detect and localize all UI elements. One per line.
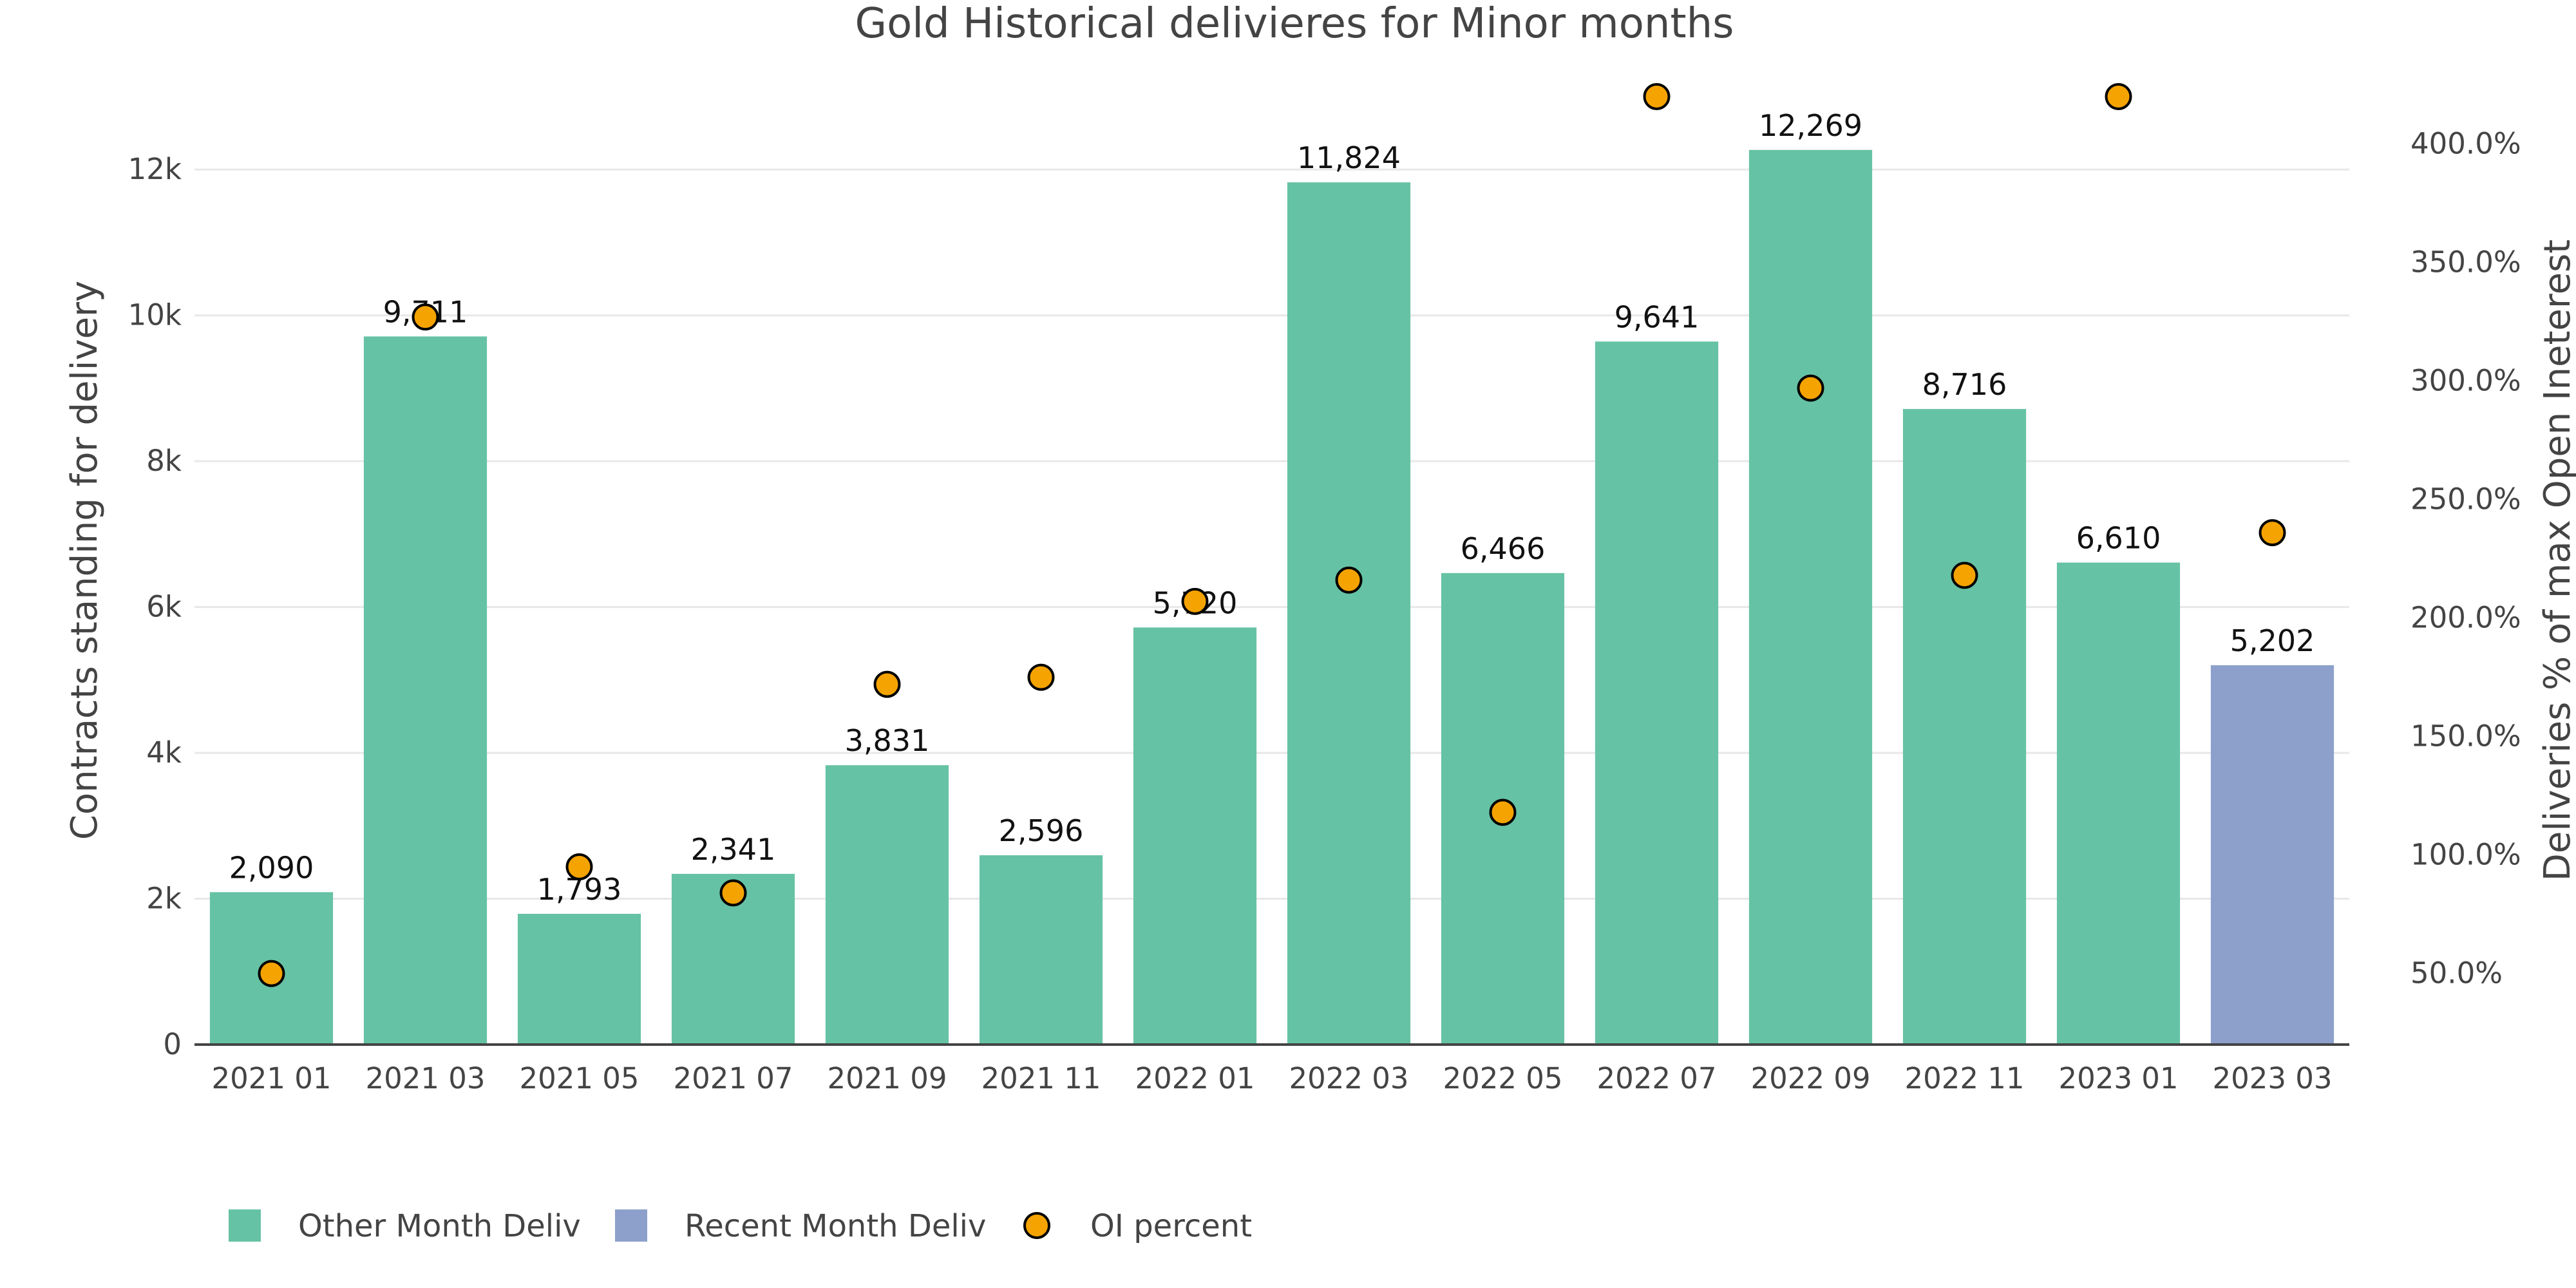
oi-percent-point [1951,562,1978,589]
x-tick-label: 2022 05 [1443,1061,1562,1095]
bar-other-month [2056,562,2181,1045]
y-tick-label: 12k [128,152,182,186]
x-tick-label: 2021 01 [211,1061,331,1095]
bar-value-label: 6,466 [1461,531,1546,566]
oi-percent-point [1027,663,1055,691]
bar-value-label: 2,090 [229,850,314,885]
y2-tick-label: 300.0% [2410,364,2521,398]
y2-tick-label: 50.0% [2410,956,2503,990]
oi-percent-points [258,83,2286,987]
x-tick-label: 2022 09 [1750,1061,1870,1095]
oi-percent-point [1489,799,1517,826]
legend-label: Other Month Deliv [298,1208,581,1244]
legend-swatch [615,1209,647,1242]
bar-value-label: 2,341 [691,832,776,867]
bar-other-month [1287,182,1411,1045]
bar-value-label: 8,716 [1922,367,2007,402]
bar-other-month [825,765,949,1045]
legend-marker-oi [1023,1212,1050,1239]
y-tick-label: 6k [146,590,182,624]
y-tick-label: 0 [163,1027,182,1061]
x-tick-label: 2021 09 [827,1061,947,1095]
legend-label: OI percent [1090,1208,1252,1244]
x-axis-ticks: 2021 01 2021 03 2021 05 2021 07 2021 09 2021 … [211,1061,2332,1095]
bar-other-month [1595,341,1719,1045]
bar-other-month [1748,149,1873,1045]
grid-lines [194,168,2349,900]
legend-label: Recent Month Deliv [685,1208,986,1244]
x-tick-label: 2021 05 [519,1061,639,1095]
x-tick-label: 2021 07 [673,1061,793,1095]
oi-percent-point [258,960,285,987]
oi-percent-point [873,670,901,698]
bar-value-label: 12,269 [1759,108,1862,143]
y2-tick-label: 350.0% [2410,245,2521,279]
y2-tick-label: 400.0% [2410,127,2521,161]
oi-percent-point [1643,83,1671,110]
bar-value-label: 9,641 [1615,299,1700,334]
bar-value-label: 6,610 [2076,521,2161,556]
y2-tick-label: 100.0% [2410,838,2521,872]
bar-other-month [517,913,641,1045]
y2-axis-ticks: 50.0% 100.0% 150.0% 200.0% 250.0% 300.0% 350.0… [2410,127,2521,990]
oi-percent-point [719,879,747,907]
y-tick-label: 4k [146,735,182,770]
bars [209,149,2334,1045]
x-tick-label: 2023 03 [2212,1061,2332,1095]
y2-tick-label: 200.0% [2410,601,2521,635]
x-tick-label: 2021 11 [981,1061,1101,1095]
oi-percent-point [2105,83,2132,110]
y-tick-label: 8k [146,444,182,478]
x-tick-label: 2023 01 [2058,1061,2178,1095]
y-axis-ticks: 0 2k 4k 6k 8k 10k 12k [128,152,182,1061]
bar-value-label: 3,831 [845,723,930,758]
legend-swatch [229,1209,261,1242]
x-tick-label: 2022 01 [1135,1061,1255,1095]
x-tick-label: 2022 11 [1904,1061,2024,1095]
bar-other-month [979,855,1103,1045]
bar-other-month [363,336,488,1045]
y2-tick-label: 150.0% [2410,719,2521,753]
bar-value-labels: 2,0909,7111,7932,3413,8312,5965,72011,82… [229,108,2315,907]
y2-tick-label: 250.0% [2410,482,2521,516]
bar-recent-month [2210,665,2334,1045]
oi-percent-point [412,303,439,331]
oi-percent-point [1181,587,1209,615]
bar-other-month [1902,409,2027,1045]
y2-axis-title: Deliveries % of max Open Ineterest [2537,240,2576,882]
bar-value-label: 11,824 [1297,140,1401,175]
x-tick-label: 2022 07 [1596,1061,1716,1095]
bar-other-month [1133,627,1257,1045]
oi-percent-point [565,853,593,880]
legend: Other Month Deliv Recent Month Deliv OI pe… [229,1208,1252,1244]
x-tick-label: 2021 03 [365,1061,485,1095]
oi-percent-point [1335,566,1363,594]
chart-title: Gold Historical delivieres for Minor mon… [855,0,1734,48]
oi-percent-point [2259,519,2286,547]
y-axis-title: Contracts standing for delivery [64,281,106,840]
x-tick-label: 2022 03 [1289,1061,1408,1095]
oi-percent-point [1797,374,1824,402]
y-tick-label: 2k [146,882,182,916]
y-tick-label: 10k [128,298,182,332]
bar-value-label: 2,596 [999,813,1084,848]
bar-value-label: 5,202 [2230,623,2315,658]
